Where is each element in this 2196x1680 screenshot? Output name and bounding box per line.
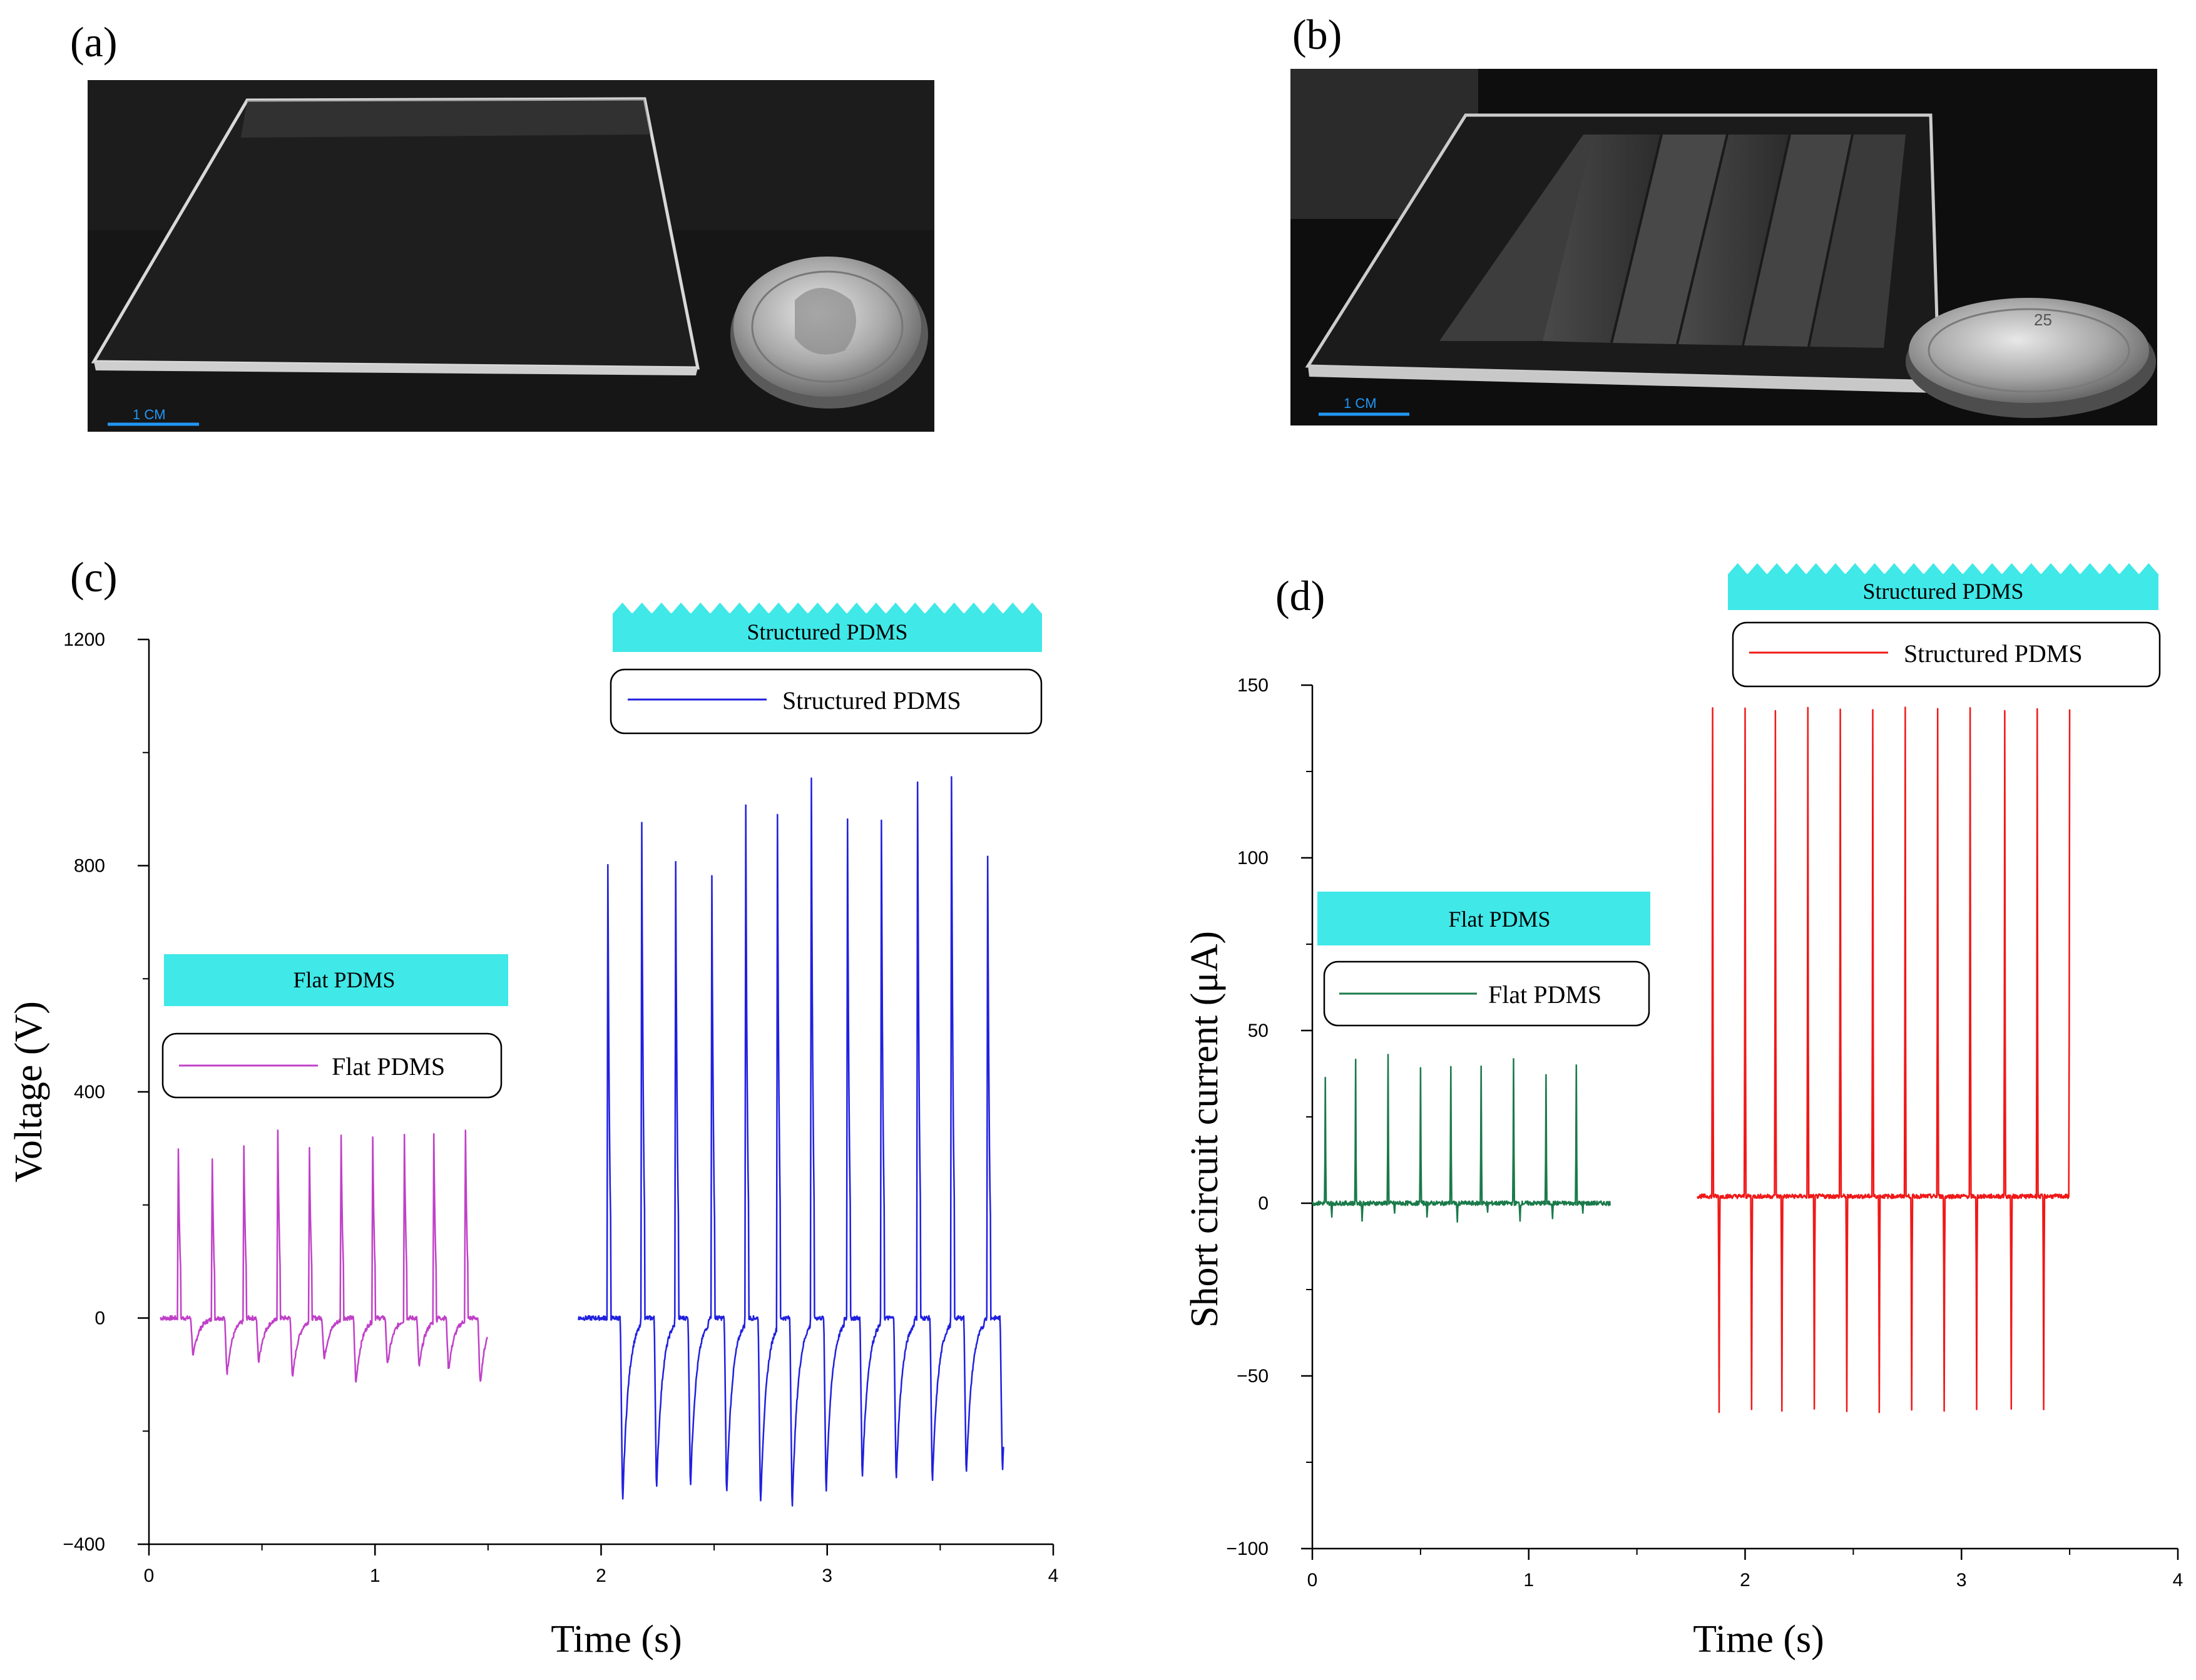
legend-structured-d: Structured PDMS xyxy=(1732,621,2161,688)
chart-c: (c) 0 1 2 3 4 −400 0 400 800 1200 Voltage (V) Tim… xyxy=(8,553,1058,1661)
ticks-d: 0 1 2 3 4 −100 −50 0 50 100 150 xyxy=(1226,675,2183,1591)
x-tick-label-d-4: 4 xyxy=(2173,1570,2183,1591)
glass-plate-a-edge xyxy=(94,362,698,375)
y-tick-label-c-1: 0 xyxy=(94,1308,105,1329)
photo-panel-b: (b) 25 1 CM xyxy=(1290,11,2157,425)
y-tick-label-d-3: 50 xyxy=(1248,1021,1269,1041)
y-tick-label-d-2: 0 xyxy=(1258,1193,1269,1214)
series-group-c xyxy=(160,776,1004,1507)
y-tick-label-c-0: −400 xyxy=(63,1534,105,1555)
x-tick-label-c-2: 2 xyxy=(596,1565,606,1586)
x-tick-label-c-3: 3 xyxy=(822,1565,832,1586)
legend-label-flat-d: Flat PDMS xyxy=(1488,980,1601,1009)
legend-structured-c: Structured PDMS xyxy=(610,668,1043,735)
x-tick-label-d-0: 0 xyxy=(1307,1570,1318,1591)
coin-a xyxy=(730,257,928,409)
legend-flat-c: Flat PDMS xyxy=(161,1032,503,1099)
banner-flat-c-label: Flat PDMS xyxy=(293,967,395,992)
chart-d: (d) 0 1 2 3 4 −100 −50 0 50 100 150 Short circuit … xyxy=(1183,563,2183,1661)
banner-structured-c-label: Structured PDMS xyxy=(747,619,907,644)
legend-flat-d: Flat PDMS xyxy=(1323,960,1650,1027)
banner-structured-d-label: Structured PDMS xyxy=(1862,579,2023,604)
banner-flat-c: Flat PDMS xyxy=(164,954,508,1006)
photo-panel-a: (a) 1 CM xyxy=(70,18,934,432)
y-tick-label-d-1: −50 xyxy=(1237,1366,1269,1387)
x-tick-label-d-2: 2 xyxy=(1740,1570,1750,1591)
series-group-d xyxy=(1311,706,2071,1413)
y-tick-label-c-2: 400 xyxy=(74,1082,105,1102)
y-tick-label-d-0: −100 xyxy=(1226,1539,1269,1559)
y-tick-label-d-5: 150 xyxy=(1237,675,1269,696)
coin-b-text: 25 xyxy=(2034,310,2052,329)
banner-structured-c: Structured PDMS xyxy=(613,603,1042,652)
y-axis-title-d: Short circuit current (μA) xyxy=(1183,931,1226,1328)
x-tick-label-c-0: 0 xyxy=(144,1565,155,1586)
series-line-c-1 xyxy=(578,776,1004,1507)
scale-label-a: 1 CM xyxy=(133,407,166,422)
y-tick-label-d-4: 100 xyxy=(1237,848,1269,868)
structured-pdms-strips xyxy=(1439,134,1906,348)
x-tick-label-c-4: 4 xyxy=(1048,1565,1059,1586)
panel-label-a: (a) xyxy=(70,18,117,66)
banner-flat-d-label: Flat PDMS xyxy=(1448,907,1550,932)
x-axis-title-d: Time (s) xyxy=(1693,1618,1824,1661)
scale-label-b: 1 CM xyxy=(1344,395,1377,411)
panel-label-c: (c) xyxy=(70,553,117,601)
x-axis-title-c: Time (s) xyxy=(551,1618,682,1661)
coin-b: 25 xyxy=(1906,298,2156,418)
banner-structured-d: Structured PDMS xyxy=(1728,563,2158,610)
x-tick-label-d-3: 3 xyxy=(1956,1570,1967,1591)
x-tick-label-d-1: 1 xyxy=(1523,1570,1534,1591)
series-line-d-1 xyxy=(1697,706,2071,1413)
legend-label-structured-d: Structured PDMS xyxy=(1904,639,2083,668)
x-tick-label-c-1: 1 xyxy=(370,1565,380,1586)
legend-label-structured-c: Structured PDMS xyxy=(782,686,961,715)
y-tick-label-c-4: 1200 xyxy=(63,629,105,650)
y-tick-label-c-3: 800 xyxy=(74,856,105,877)
y-axis-title-c: Voltage (V) xyxy=(8,1001,50,1183)
legend-label-flat-c: Flat PDMS xyxy=(332,1052,445,1081)
banner-flat-d: Flat PDMS xyxy=(1317,892,1650,945)
series-line-d-0 xyxy=(1311,1054,1611,1223)
panel-label-d: (d) xyxy=(1275,572,1325,619)
panel-label-b: (b) xyxy=(1292,11,1342,58)
ticks-c: 0 1 2 3 4 −400 0 400 800 1200 xyxy=(63,629,1058,1586)
series-line-c-0 xyxy=(160,1129,489,1383)
